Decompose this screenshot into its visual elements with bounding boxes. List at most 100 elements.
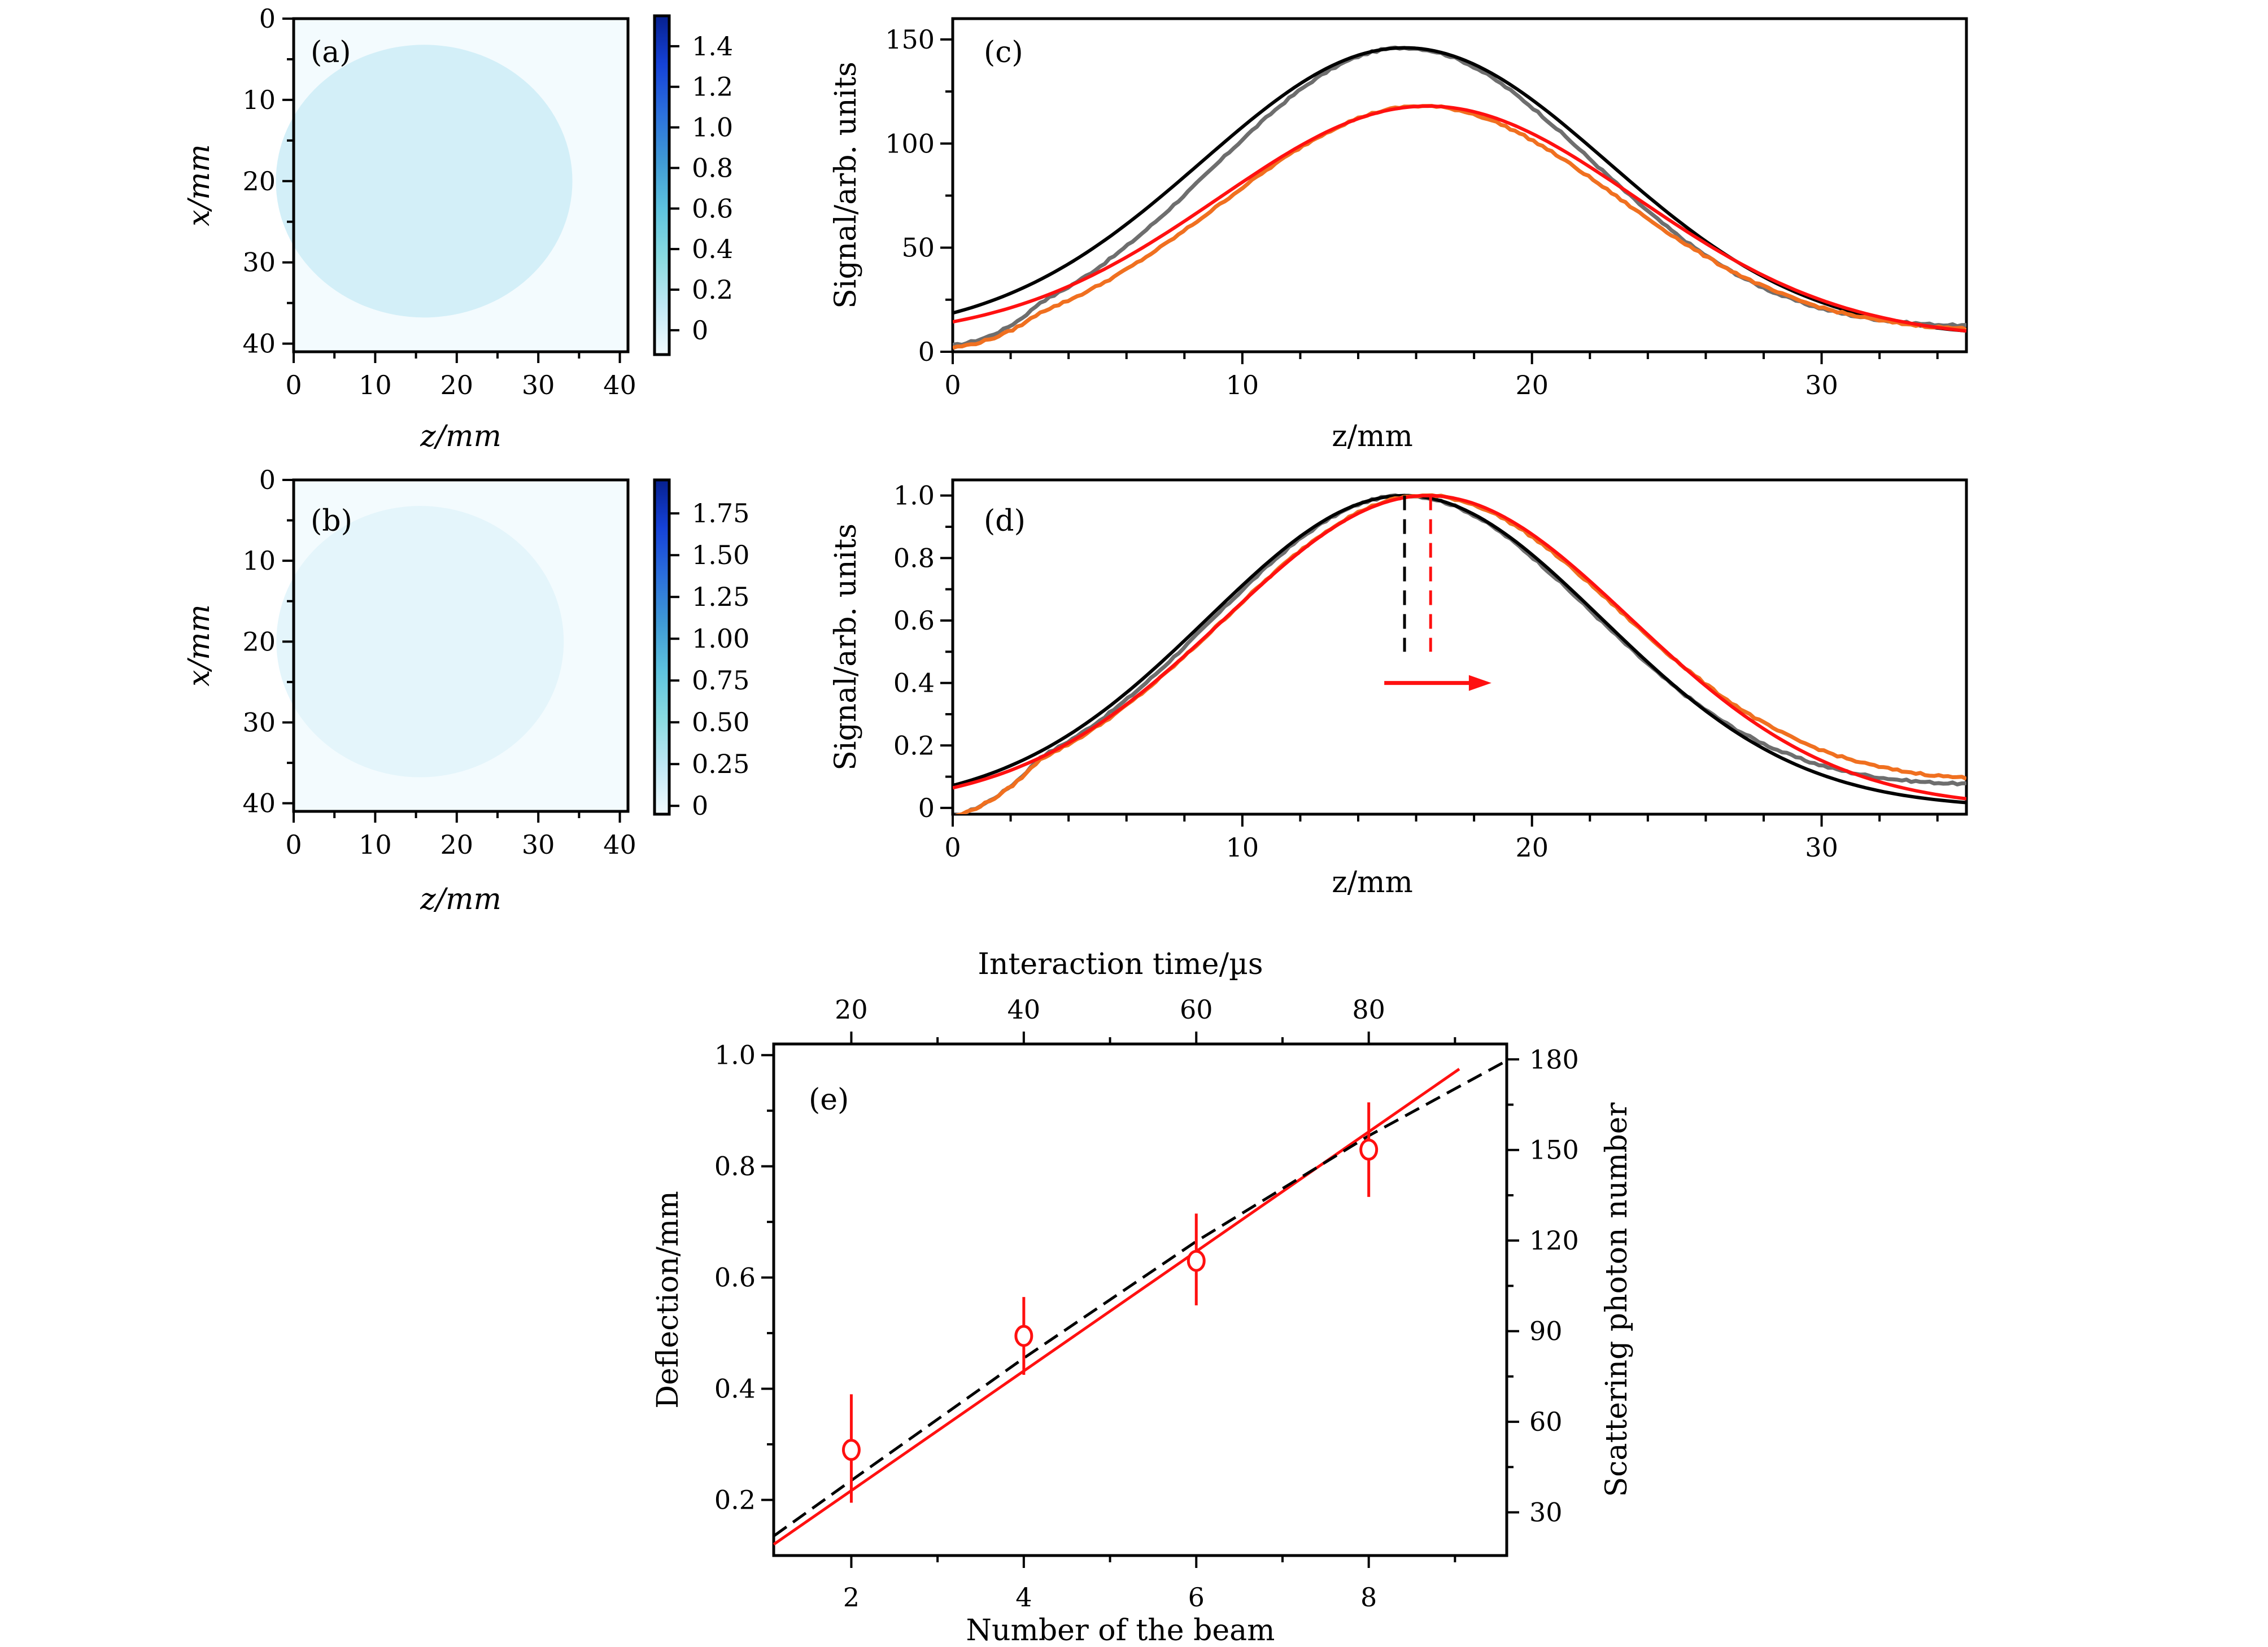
x-tick-label: 20 — [440, 370, 474, 400]
x-axis-title-a: z/mm — [420, 420, 501, 453]
data-point — [1359, 1138, 1379, 1161]
x-tick-label: 8 — [1360, 1582, 1377, 1613]
x-tick-label: 30 — [522, 829, 555, 860]
panel-d-line-chart: 0 10 20 30 0 0.2 0.4 0.6 0.8 1.0 (d) z/mm Signal/… — [829, 478, 1968, 899]
x-tick-label: 6 — [1188, 1582, 1205, 1613]
x-tick-label: 20 — [1515, 370, 1549, 400]
heatmap-frame — [292, 478, 630, 813]
heatmap-contour — [276, 45, 573, 318]
linear-fit — [773, 1068, 1460, 1546]
heatmap-contour — [276, 506, 564, 777]
series-group — [953, 45, 1966, 350]
panel-b-heatmap: 0 10 20 30 40 0 10 20 30 40 0 0.25 0.50 0.75 1.00 1.25 1… — [182, 465, 749, 916]
x-tick-label: 30 — [1805, 370, 1838, 400]
y-tick-label: 10 — [242, 545, 276, 576]
line-c-area: 0 10 20 30 0 50 100 150 — [885, 17, 1968, 400]
y-tick-label: 50 — [901, 233, 935, 263]
colorbar-tick-label: 0 — [692, 315, 708, 346]
y-tick-label: 100 — [885, 128, 935, 159]
y-tick-label: 30 — [242, 707, 276, 738]
colorbar — [653, 14, 671, 356]
panel-label-b: (b) — [311, 504, 352, 538]
panel-e-scatter-chart: 2 4 6 8 20 40 60 80 0.2 0.4 0.6 0.8 1.0 30 60 90 120 150 1… — [651, 947, 1634, 1647]
plot-frame — [772, 1042, 1508, 1557]
top-x-axis-title-e: Interaction time/µs — [978, 947, 1263, 981]
y-tick-label: 0.8 — [893, 543, 935, 573]
y-tick-label: 40 — [242, 329, 276, 359]
x-tick-label: 0 — [285, 370, 302, 400]
y-tick-label: 0 — [918, 337, 935, 367]
x-axis-title-d: z/mm — [1332, 866, 1413, 899]
colorbar-tick-label: 1.0 — [692, 112, 733, 143]
x-tick-label: 30 — [522, 370, 555, 400]
panel-label-d: (d) — [984, 504, 1026, 538]
x-tick-label: 20 — [1515, 832, 1549, 863]
right-y-axis-title-e: Scattering photon number — [1600, 1103, 1634, 1497]
x-axis-title-c: z/mm — [1332, 420, 1413, 453]
scatter-e-area: 2 4 6 8 20 40 60 80 0.2 0.4 0.6 0.8 1.0 30 60 90 120 150 1… — [714, 994, 1579, 1613]
y-tick-label: 40 — [242, 788, 276, 819]
colorbar-tick-label: 0 — [692, 790, 708, 821]
x-tick-label: 10 — [359, 370, 392, 400]
right-y-tick-label: 60 — [1529, 1406, 1563, 1437]
top-x-tick-label: 60 — [1180, 994, 1213, 1025]
colorbar-tick-label: 0.2 — [692, 274, 733, 305]
y-tick-label: 0.2 — [893, 730, 935, 761]
colorbar-tick-label: 1.00 — [692, 623, 749, 654]
colorbar-tick-label: 1.75 — [692, 498, 749, 528]
y-tick-label: 0 — [259, 3, 276, 34]
x-axis-title-e: Number of the beam — [966, 1614, 1275, 1647]
y-tick-label: 0.4 — [714, 1374, 756, 1404]
panel-c-line-chart: 0 10 20 30 0 50 100 150 (c) z/mm Signal/arb. un… — [829, 17, 1968, 453]
colorbar-tick-label: 1.25 — [692, 582, 749, 612]
plot-frame — [951, 17, 1968, 353]
heatmap-frame — [292, 17, 630, 353]
y-tick-label: 150 — [885, 24, 935, 55]
y-tick-label: 0 — [918, 793, 935, 823]
colorbar-tick-label: 0.6 — [692, 193, 733, 224]
heatmap-blob — [276, 45, 573, 318]
y-axis-title-e: Deflection/mm — [651, 1191, 685, 1409]
right-y-tick-label: 150 — [1529, 1135, 1579, 1165]
series-line-fit-2 — [953, 104, 1966, 333]
right-y-tick-label: 180 — [1529, 1044, 1579, 1074]
x-tick-label: 40 — [603, 370, 636, 400]
x-tick-label: 10 — [1226, 832, 1259, 863]
x-tick-label: 0 — [944, 370, 961, 400]
x-tick-label: 40 — [603, 829, 636, 860]
panel-label-c: (c) — [984, 36, 1023, 69]
y-tick-label: 20 — [242, 626, 276, 657]
y-tick-label: 0.4 — [893, 668, 935, 698]
heatmap-b-area: 0 10 20 30 40 0 10 20 30 40 0 0.25 0.50 0.75 1.00 1.25 1… — [242, 465, 749, 860]
colorbar-tick-label: 0.25 — [692, 749, 749, 779]
colorbar-tick-label: 0.4 — [692, 234, 733, 264]
x-tick-label: 4 — [1015, 1582, 1032, 1613]
x-tick-label: 0 — [285, 829, 302, 860]
x-tick-label: 10 — [359, 829, 392, 860]
y-axis-title-c: Signal/arb. units — [829, 62, 863, 309]
colorbar-tick-label: 1.4 — [692, 31, 733, 62]
y-axis-title-d: Signal/arb. units — [829, 523, 863, 771]
x-tick-label: 10 — [1226, 370, 1259, 400]
heatmap-a-area: 0 10 20 30 40 0 10 20 30 40 0 0.2 0.4 0.6 0.8 1.0 1.2 1.4 — [242, 3, 733, 400]
x-axis-title-b: z/mm — [420, 883, 501, 916]
y-axis-title-a: x/mm — [182, 144, 216, 226]
panel-label-a: (a) — [311, 36, 351, 69]
series-line-fit-1 — [953, 46, 1966, 333]
y-tick-label: 1.0 — [893, 480, 935, 511]
y-tick-label: 1.0 — [714, 1040, 756, 1071]
colorbar — [653, 478, 671, 816]
y-tick-label: 0.6 — [714, 1262, 756, 1293]
panel-a-heatmap: 0 10 20 30 40 0 10 20 30 40 0 0.2 0.4 0.6 0.8 1.0 1.2 1.4… — [182, 3, 733, 453]
y-tick-label: 20 — [242, 166, 276, 196]
series-group — [953, 493, 1966, 814]
x-tick-label: 30 — [1805, 832, 1838, 863]
theory-curve — [773, 1059, 1508, 1537]
x-tick-label: 20 — [440, 829, 474, 860]
colorbar-tick-label: 0.50 — [692, 707, 749, 737]
colorbar-tick-label: 1.50 — [692, 540, 749, 570]
x-tick-label: 2 — [843, 1582, 860, 1613]
data-point — [841, 1439, 861, 1461]
data-point — [1014, 1325, 1033, 1347]
